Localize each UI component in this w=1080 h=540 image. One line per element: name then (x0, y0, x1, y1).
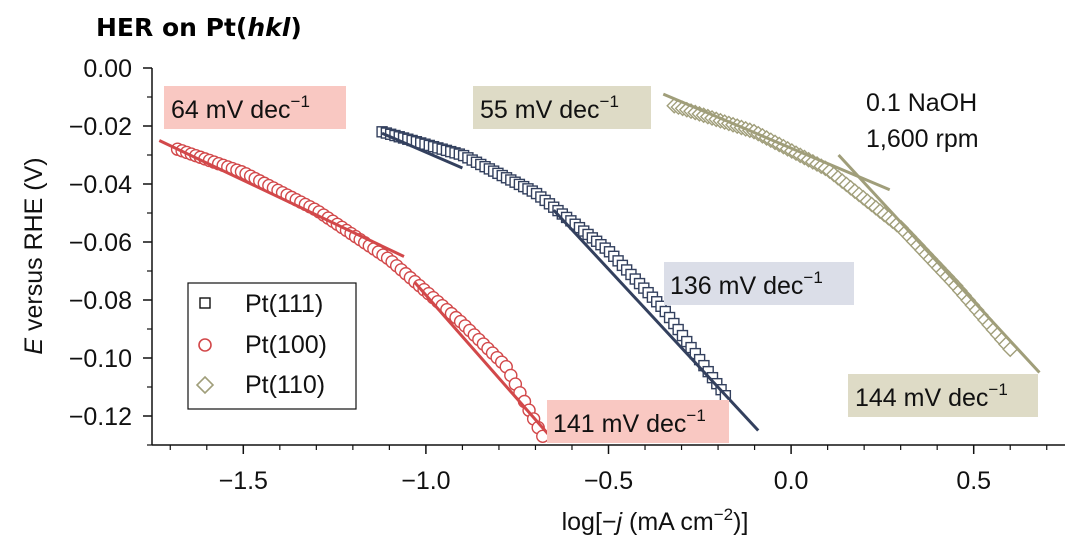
annotation-pt111-high: 136 mV dec−1 (664, 262, 854, 305)
legend-item-pt110: Pt(110) (195, 371, 325, 399)
annotation-pt110-high-text: 144 mV dec−1 (855, 380, 1008, 412)
y-tick-label: −0.08 (69, 287, 132, 315)
annotation-pt110-high: 144 mV dec−1 (848, 374, 1038, 417)
series-pt100 (170, 142, 550, 443)
annotation-pt110-high-bg (848, 374, 1038, 417)
annotation-pt100-low: 64 mV dec−1 (164, 86, 346, 129)
tafel-fit-line (662, 92, 891, 192)
chart-title: HER on Pt(hkl) (96, 13, 302, 42)
x-tick-label: −1.5 (219, 467, 268, 495)
fit-layer (158, 92, 1041, 438)
x-tick-label: 0.5 (956, 467, 991, 495)
condition-rotation: 1,600 rpm (866, 125, 979, 153)
annotation-pt111-low: 55 mV dec−1 (473, 86, 651, 129)
legend-item-pt111: Pt(111) (199, 290, 323, 318)
y-tick-label: −0.02 (69, 113, 132, 141)
y-axis-label: E versus RHE (V) (20, 157, 48, 354)
tafel-fit-line (413, 281, 552, 438)
series-pt110 (666, 97, 1019, 358)
annotation-pt111-high-bg (664, 262, 854, 305)
condition-electrolyte: 0.1 NaOH (866, 89, 977, 117)
legend-item-pt100: Pt(100) (198, 331, 327, 359)
legend-label-pt110: Pt(110) (245, 371, 325, 399)
tafel-fit-line (158, 139, 405, 258)
y-tick-label: −0.04 (69, 171, 132, 199)
annotations: 64 mV dec−1 55 mV dec−1 136 mV dec−1 141… (164, 86, 1038, 443)
annotation-pt100-low-bg (164, 86, 346, 129)
x-tick-label: −0.5 (584, 467, 633, 495)
y-tick-label: −0.06 (69, 229, 132, 257)
x-tick-label: −1.0 (401, 467, 450, 495)
annotation-pt100-high-bg (547, 400, 729, 443)
annotation-pt111-low-bg (473, 86, 651, 129)
legend-label-pt100: Pt(100) (245, 331, 327, 359)
annotation-pt111-low-text: 55 mV dec−1 (480, 92, 619, 124)
legend-marker-square (199, 297, 211, 309)
tafel-fit-line (381, 131, 464, 170)
x-axis-label: log[−j (mA cm−2)] (562, 505, 749, 536)
legend: Pt(111) Pt(100) Pt(110) (187, 282, 357, 410)
y-tick-label: −0.10 (69, 345, 132, 373)
annotation-pt100-high-text: 141 mV dec−1 (553, 406, 706, 438)
x-tick-label: 0.0 (774, 467, 809, 495)
ticks: −1.5 −1.0 −0.5 0.0 0.5 0.00 −0.02 −0.04 −0.06 −0.… (69, 55, 1048, 495)
y-tick-label: 0.00 (83, 55, 132, 83)
legend-marker-diamond (195, 375, 215, 395)
tafel-fit-line (552, 209, 760, 432)
annotation-pt111-high-text: 136 mV dec−1 (670, 268, 823, 300)
legend-marker-circle (198, 338, 212, 352)
legend-frame (187, 282, 357, 410)
annotation-pt100-high: 141 mV dec−1 (547, 400, 729, 443)
tafel-fit-line (837, 153, 1041, 374)
series-layer (170, 97, 1019, 443)
y-tick-label: −0.12 (69, 403, 132, 431)
annotation-pt100-low-text: 64 mV dec−1 (171, 92, 310, 124)
legend-label-pt111: Pt(111) (245, 290, 323, 318)
